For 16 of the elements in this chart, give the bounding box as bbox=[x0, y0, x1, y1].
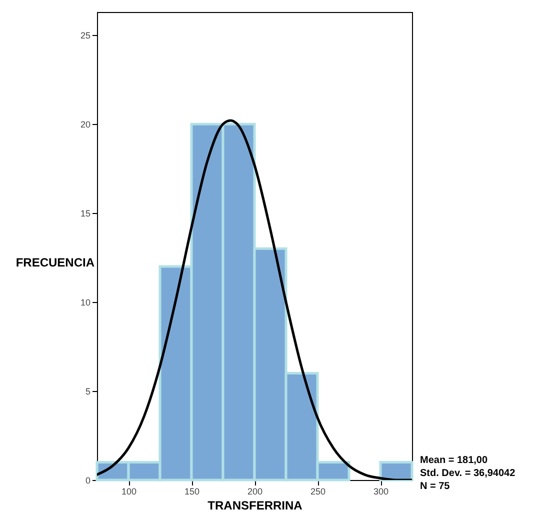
y-tick-label: 25 bbox=[80, 30, 90, 41]
y-tick-label: 15 bbox=[80, 208, 90, 219]
x-tick-label: 200 bbox=[247, 486, 263, 496]
y-tick-label: 10 bbox=[80, 298, 90, 308]
x-tick-label: 250 bbox=[310, 486, 326, 496]
text: Std. Dev. = 36,94042 bbox=[420, 468, 516, 479]
y-tick-label: 20 bbox=[80, 120, 90, 130]
x-axis-title: TRANSFERRINA bbox=[208, 498, 303, 512]
x-tick-label: 300 bbox=[373, 486, 389, 496]
y-tick-label: 0 bbox=[85, 476, 90, 486]
text: Mean = 181,00 bbox=[420, 455, 488, 466]
x-tick-label: 100 bbox=[121, 486, 137, 496]
y-axis-title: FRECUENCIA bbox=[16, 256, 95, 270]
x-tick-label: 150 bbox=[184, 486, 200, 496]
text: N = 75 bbox=[420, 481, 450, 492]
y-tick-label: 5 bbox=[85, 386, 90, 397]
